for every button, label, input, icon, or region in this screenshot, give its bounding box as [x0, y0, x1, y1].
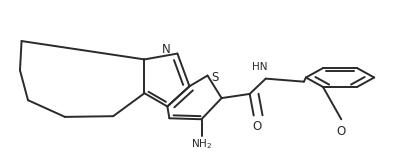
Text: O: O	[337, 124, 346, 138]
Text: HN: HN	[252, 62, 268, 72]
Text: NH$_2$: NH$_2$	[191, 137, 212, 151]
Text: N: N	[162, 43, 171, 56]
Text: S: S	[211, 71, 218, 84]
Text: O: O	[252, 120, 262, 133]
